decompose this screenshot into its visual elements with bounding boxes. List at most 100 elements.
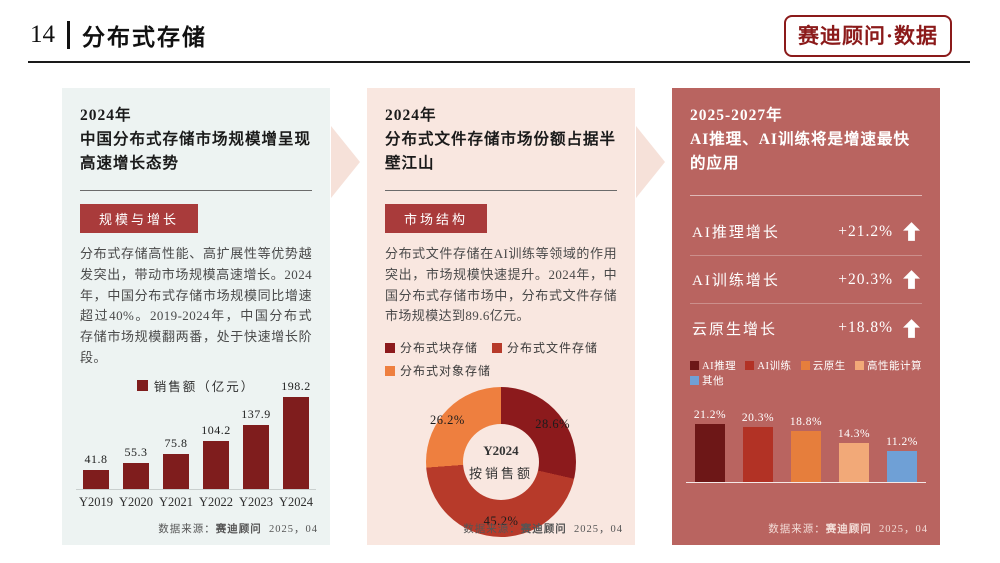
panel1-body: 分布式存储高性能、高扩展性等优势越发突出，带动市场规模高速增长。2024年，中国… [80,246,312,366]
legend-item: 高性能计算 [854,358,922,373]
legend-label: AI推理 [702,361,737,373]
bar-column-Y2023: 137.9 [236,407,276,489]
source-date: 2025，04 [574,524,623,535]
legend-item: 云原生 [800,358,846,373]
bar-category-label: Y2021 [158,495,194,509]
bar-column-AI推理: 21.2% [686,409,734,482]
donut-center-sub: 按销售额 [468,466,533,482]
bar [839,442,869,482]
bar-value-label: 104.2 [201,422,231,437]
panel2-tag: 市场结构 [385,204,488,234]
bar-column-Y2022: 104.2 [196,423,236,489]
bar [791,430,821,482]
stat-label: AI训练增长 [692,273,780,290]
donut-legend: 分布式块存储 分布式文件存储 分布式对象存储 [385,339,617,379]
header-separator [67,21,70,49]
legend-swatch-icon [745,361,755,371]
legend-label: 销售额（亿元） [153,379,256,394]
bar-value-label: 55.3 [124,445,148,460]
stat-row-ai-inference: AI推理增长 +21.2% [690,208,922,257]
source-prefix: 数据来源： [158,524,216,535]
legend-label: 高性能计算 [866,361,922,373]
growth-stats: AI推理增长 +21.2% AI训练增长 +20.3% 云原生增长 +18.8% [690,208,922,352]
bar-value-label: 21.2% [693,409,727,421]
legend-label: 其他 [702,376,724,388]
legend-swatch-icon [492,342,503,353]
header-rule [28,61,970,63]
donut-center-label: Y2024 按销售额 [463,424,539,501]
slice-label-object: 26.2% [430,413,465,428]
brand-badge: 赛迪顾问·数据 [783,15,952,57]
legend-label: AI训练 [757,361,792,373]
legend-swatch-icon [690,361,699,371]
legend-item: 其他 [690,373,724,388]
flow-arrow-icon [331,126,360,198]
bar-chart-categories: Y2019 Y2020 Y2021 Y2022 Y2023 Y2024 [76,490,316,510]
source-prefix: 数据来源： [768,524,826,535]
slice-label-block: 28.6% [535,417,570,432]
legend-item: AI推理 [690,358,736,373]
bar-column-Y2021: 75.8 [156,436,196,489]
bar-chart-legend: 销售额（亿元） [80,376,312,395]
stat-value: +21.2% [838,222,893,240]
bar-category-label: Y2024 [278,495,314,509]
bar [887,451,917,482]
legend-swatch-icon [800,361,810,371]
source-prefix: 数据来源： [463,524,521,535]
bar [83,469,109,489]
stat-value: +20.3% [838,270,893,288]
bar-value-label: 20.3% [741,411,775,424]
legend-swatch-icon [385,365,395,376]
bar-value-label: 75.8 [164,435,188,450]
panel-market-structure: 2024年 分布式文件存储市场份额占据半壁江山 市场结构 分布式文件存储在AI训… [367,88,635,545]
legend-item: 销售额（亿元） [136,376,256,395]
panel-market-scale: 2024年 中国分布式存储市场规模增呈现高速增长态势 规模与增长 分布式存储高性… [62,88,330,545]
legend-label: 云原生 [812,361,846,373]
bar-column-Y2020: 55.3 [116,445,156,489]
panel3-year: 2025-2027年 [690,107,783,124]
panel3-divider [690,195,922,197]
bar [163,453,189,489]
bar-chart-growth: 21.2% 20.3% 18.8% 14.3% 11.2% [686,404,926,483]
stat-row-ai-training: AI训练增长 +20.3% [690,256,922,305]
bar-column-其他: 11.2% [878,436,926,482]
panel1-year: 2024年 [80,107,132,124]
bar-column-Y2024: 198.2 [276,379,316,489]
panel2-year: 2024年 [385,107,437,124]
bar [743,426,773,482]
page-title: 分布式存储 [82,25,207,50]
flow-arrow-icon [636,126,665,198]
bar-value-label: 41.8 [84,451,108,466]
stat-label: 云原生增长 [692,321,778,338]
source-org: 赛迪顾问 [825,524,872,535]
bar-value-label: 18.8% [789,415,823,428]
bar-column-Y2019: 41.8 [76,452,116,489]
panel1-tag: 规模与增长 [80,204,199,234]
legend-swatch-icon [854,361,864,371]
source-org: 赛迪顾问 [215,524,262,535]
bar-column-云原生: 18.8% [782,416,830,482]
panel3-title: AI推理、AI训练将是增速最快的应用 [690,131,910,173]
panel1-title: 中国分布式存储市场规模增呈现高速增长态势 [80,131,312,173]
up-arrow-icon [903,270,920,289]
up-arrow-icon [903,318,920,338]
legend-swatch-icon [690,376,699,386]
bar-column-高性能计算: 14.3% [830,428,878,482]
legend-swatch-icon [136,379,148,391]
legend-label: 分布式对象存储 [400,364,492,379]
page-header: 14 分布式存储 [30,18,207,52]
bar-value-label: 14.3% [837,427,871,440]
bar [283,397,309,489]
source-date: 2025，04 [269,524,318,535]
legend-item: AI训练 [745,358,791,373]
legend-label: 分布式块存储 [400,341,479,356]
stat-label: AI推理增长 [692,225,780,242]
page-number: 14 [30,21,55,48]
bar-chart-market-scale: 41.8 55.3 75.8 104.2 137.9 198.2 Y2019 Y2020 Y2… [76,370,316,510]
panel1-divider [80,190,312,192]
growth-legend: AI推理 AI训练 云原生 高性能计算其他 [690,358,922,388]
up-arrow-icon [903,222,920,241]
panel1-source: 数据来源：赛迪顾问 2025，04 [158,521,318,536]
bar-value-label: 137.9 [241,407,271,421]
bar [203,440,229,489]
